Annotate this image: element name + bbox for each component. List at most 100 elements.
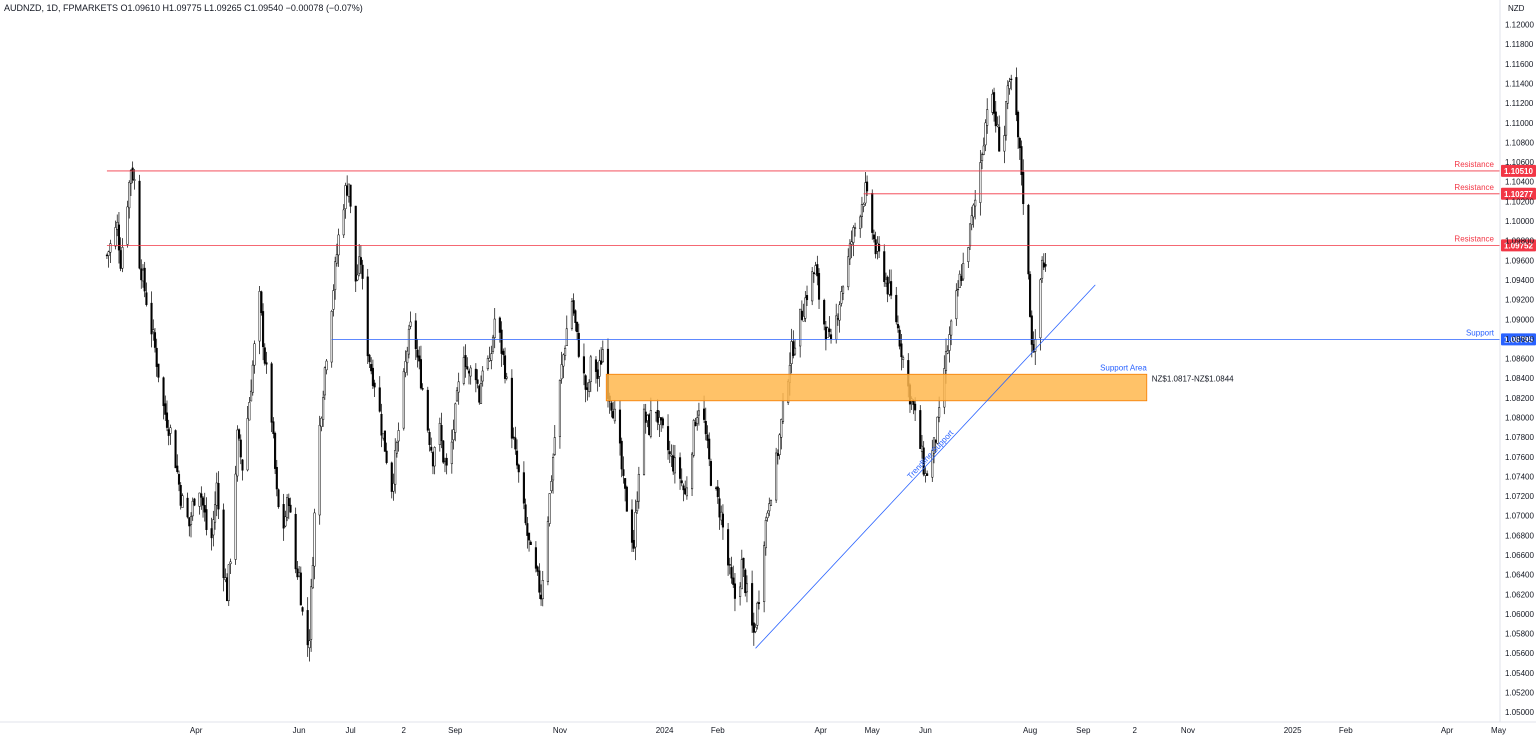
candle-body	[812, 272, 815, 274]
time-tick-label: Apr	[190, 726, 203, 735]
support-area-zone[interactable]	[605, 373, 1148, 402]
price-tick-label: 1.07400	[1505, 472, 1534, 481]
candle-body	[141, 269, 145, 282]
candle-body	[330, 310, 333, 363]
candle-body	[730, 567, 733, 579]
candle-body	[666, 426, 670, 451]
support-area-label: Support Area	[1100, 363, 1147, 372]
candle-body	[167, 429, 170, 436]
candle-body	[886, 276, 889, 295]
candle-body	[515, 450, 519, 466]
candle-body	[126, 206, 129, 245]
candle-body	[708, 438, 711, 460]
candle-body	[979, 162, 982, 203]
time-axis[interactable]: Apr Jun Jul 2 Sep Nov 2024 Feb Apr May Jun Aug Sep 2 N…	[0, 721, 1536, 735]
candle-body	[457, 381, 460, 393]
time-tick-label: Sep	[448, 726, 463, 735]
candle-body	[974, 199, 977, 207]
candle-body	[775, 452, 778, 501]
candle-body	[493, 318, 496, 338]
resistance-price-badge-text: 1.10277	[1504, 190, 1533, 199]
candle-body	[919, 410, 922, 449]
candle-body	[517, 464, 520, 473]
candle-body	[466, 366, 469, 370]
candle-body	[872, 234, 875, 240]
candle-body	[745, 583, 749, 593]
candle-body	[598, 360, 601, 377]
candle-body	[790, 341, 793, 365]
price-tick-label: 1.07800	[1505, 433, 1534, 442]
candle-body	[224, 577, 227, 581]
time-tick-label: Nov	[1181, 726, 1195, 735]
candle-body	[335, 254, 338, 264]
price-tick-label: 1.11200	[1505, 99, 1534, 108]
candle-body	[119, 250, 122, 269]
candle-body	[835, 315, 838, 340]
candle-body	[263, 347, 266, 364]
candle-body	[878, 244, 881, 252]
candle-body	[334, 261, 337, 290]
candle-body	[998, 126, 1001, 152]
candle-body	[467, 370, 471, 374]
trendline-support-line[interactable]	[755, 284, 1096, 649]
price-tick-label: 1.05000	[1505, 708, 1534, 717]
time-tick-label: May	[865, 726, 880, 735]
candle-body	[210, 528, 213, 539]
price-tick-label: 1.09800	[1505, 237, 1534, 246]
candle-body	[704, 420, 707, 435]
candle-body	[272, 421, 275, 434]
candle-body	[198, 492, 201, 507]
candle-body	[287, 498, 290, 507]
candle-body	[793, 347, 797, 355]
candle-body	[685, 487, 688, 497]
candle-body	[733, 583, 737, 599]
candle-body	[421, 388, 424, 390]
candle-body	[107, 251, 110, 256]
candle-body	[991, 93, 994, 113]
candle-body	[443, 460, 447, 462]
candle-body	[373, 382, 376, 388]
candle-body	[440, 425, 443, 442]
candle-body	[967, 247, 970, 262]
candle-body	[311, 565, 314, 589]
candle-body	[289, 504, 292, 513]
price-tick-label: 1.08800	[1505, 335, 1534, 344]
price-axis[interactable]: NZD 1.05000 1.05200 1.05400 1.05600 1.05800 1.…	[1499, 0, 1534, 722]
candle-body	[931, 450, 934, 478]
candle-body	[576, 321, 579, 332]
candle-body	[129, 169, 133, 184]
candle-body	[804, 297, 807, 319]
candle-body	[936, 416, 939, 444]
candle-body	[133, 179, 136, 181]
price-tick-label: 1.05400	[1505, 669, 1534, 678]
candle-body	[922, 447, 925, 475]
candle-body	[498, 317, 501, 333]
price-tick-label: 1.05800	[1505, 630, 1534, 639]
price-tick-label: 1.11400	[1505, 79, 1534, 88]
price-tick-label: 1.06600	[1505, 551, 1534, 560]
candle-body	[670, 454, 673, 457]
candle-body	[1044, 264, 1047, 267]
candle-body	[763, 545, 766, 602]
candle-body	[201, 497, 205, 506]
support-area-range-label: NZ$1.0817-NZ$1.0844	[1152, 375, 1234, 384]
candle-body	[612, 411, 615, 419]
candle-body	[428, 432, 431, 445]
candle-body	[251, 364, 254, 393]
candle-body	[1005, 101, 1008, 136]
candle-body	[164, 403, 167, 415]
candle-body	[538, 570, 541, 593]
candle-body	[512, 436, 515, 439]
candle-body	[277, 489, 280, 508]
candle-body	[646, 415, 649, 421]
candle-body	[660, 417, 663, 421]
candle-body	[370, 364, 373, 372]
candle-body	[852, 227, 855, 243]
candle-body	[186, 497, 189, 518]
candle-body	[462, 357, 465, 384]
candle-body	[620, 440, 623, 470]
candle-body	[140, 268, 143, 281]
candle-body	[926, 473, 929, 476]
candle-body	[491, 336, 495, 352]
